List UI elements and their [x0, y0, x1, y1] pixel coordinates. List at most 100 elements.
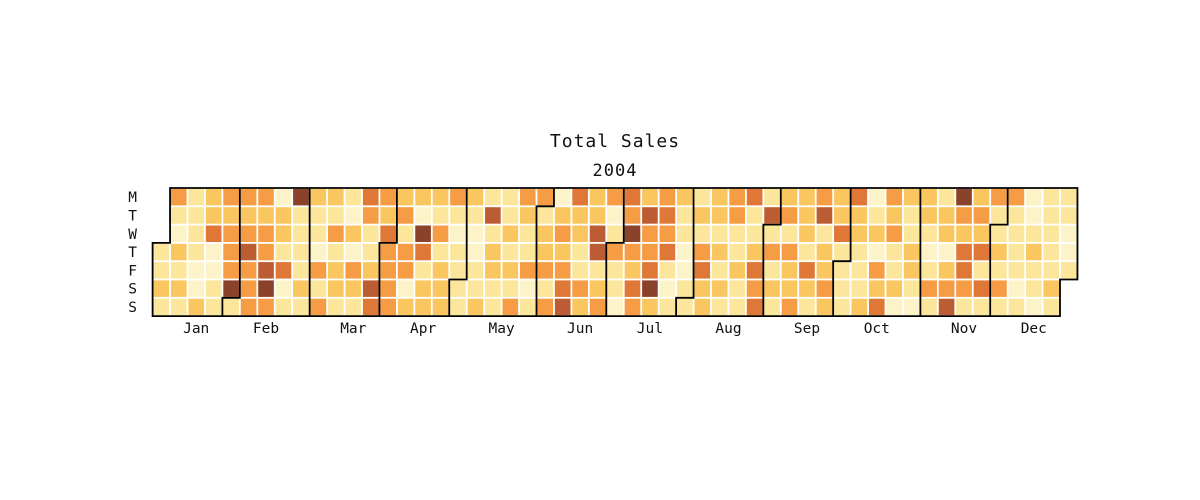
heatmap-cell	[1008, 207, 1025, 224]
heatmap-cell	[205, 207, 222, 224]
heatmap-cell	[659, 298, 676, 316]
heatmap-cell	[153, 298, 170, 316]
heatmap-cell	[240, 298, 257, 316]
heatmap-cell	[205, 298, 222, 316]
month-label: Jan	[183, 321, 209, 337]
heatmap-cell	[921, 298, 937, 316]
heatmap-cell	[554, 262, 571, 279]
heatmap-cell	[572, 280, 588, 297]
heatmap-cell	[991, 298, 1007, 316]
heatmap-cell	[293, 243, 309, 261]
heatmap-cell	[991, 225, 1007, 242]
heatmap-cell	[554, 243, 571, 261]
heatmap-cell	[764, 207, 780, 224]
heatmap-cell	[450, 262, 466, 279]
heatmap-cell	[502, 243, 519, 261]
heatmap-cell	[397, 298, 414, 316]
heatmap-cell	[711, 207, 728, 224]
day-label: T	[128, 208, 137, 224]
heatmap-cell	[938, 207, 955, 224]
month-label: Oct	[864, 321, 890, 337]
heatmap-cell	[310, 207, 327, 224]
heatmap-cell	[973, 262, 990, 279]
heatmap-cell	[799, 207, 815, 224]
heatmap-cell	[345, 243, 362, 261]
heatmap-cell	[223, 298, 239, 316]
heatmap-cell	[519, 280, 536, 297]
heatmap-cell	[362, 298, 379, 316]
heatmap-cell	[502, 225, 519, 242]
heatmap-cell	[834, 280, 850, 297]
month-label: Dec	[1021, 321, 1047, 337]
heatmap-cell	[991, 207, 1007, 224]
heatmap-cell	[816, 243, 833, 261]
heatmap-cell	[764, 188, 780, 206]
heatmap-cell	[624, 188, 641, 206]
heatmap-cell	[799, 243, 815, 261]
heatmap-cell	[868, 243, 885, 261]
heatmap-cell	[450, 225, 466, 242]
heatmap-cell	[1060, 262, 1077, 279]
heatmap-cell	[764, 225, 780, 242]
heatmap-cell	[240, 280, 257, 297]
heatmap-cell	[415, 298, 431, 316]
heatmap-cell	[677, 280, 693, 297]
heatmap-cell	[240, 243, 257, 261]
day-label: S	[128, 282, 137, 298]
heatmap-cell	[921, 243, 937, 261]
chart-title: Total Sales	[549, 131, 681, 152]
heatmap-cell	[485, 243, 501, 261]
heatmap-cell	[1008, 280, 1025, 297]
heatmap-cell	[973, 243, 990, 261]
heatmap-cell	[170, 207, 187, 224]
heatmap-cell	[467, 280, 484, 297]
heatmap-cell	[362, 225, 379, 242]
heatmap-cell	[642, 280, 658, 297]
heatmap-cell	[223, 243, 239, 261]
heatmap-cell	[485, 280, 501, 297]
heatmap-cell	[642, 243, 658, 261]
heatmap-cell	[746, 225, 763, 242]
day-label: F	[128, 263, 137, 279]
heatmap-cell	[275, 207, 292, 224]
heatmap-cell	[956, 207, 972, 224]
heatmap-cell	[397, 225, 414, 242]
heatmap-cell	[170, 225, 187, 242]
heatmap-cell	[1008, 188, 1025, 206]
heatmap-cell	[293, 280, 309, 297]
day-label: M	[128, 190, 137, 206]
heatmap-cell	[903, 280, 920, 297]
heatmap-cell	[799, 280, 815, 297]
heatmap-cell	[188, 207, 205, 224]
heatmap-cell	[868, 188, 885, 206]
heatmap-cell	[310, 262, 327, 279]
heatmap-cell	[415, 225, 431, 242]
heatmap-cell	[258, 262, 274, 279]
heatmap-cell	[380, 298, 396, 316]
heatmap-cell	[1026, 298, 1042, 316]
heatmap-cell	[1026, 225, 1042, 242]
heatmap-cell	[1043, 262, 1060, 279]
heatmap-cell	[1043, 243, 1060, 261]
heatmap-cell	[659, 243, 676, 261]
heatmap-cell	[188, 298, 205, 316]
heatmap-cell	[764, 243, 780, 261]
heatmap-cell	[694, 207, 711, 224]
heatmap-cell	[1026, 280, 1042, 297]
heatmap-cell	[851, 280, 868, 297]
heatmap-cell	[851, 207, 868, 224]
heatmap-cell	[345, 207, 362, 224]
heatmap-cell	[432, 280, 449, 297]
heatmap-cell	[572, 188, 588, 206]
heatmap-cell	[781, 280, 798, 297]
heatmap-cell	[572, 262, 588, 279]
heatmap-cell	[973, 280, 990, 297]
heatmap-cell	[1026, 243, 1042, 261]
heatmap-cell	[345, 280, 362, 297]
heatmap-cell	[694, 280, 711, 297]
heatmap-cell	[973, 207, 990, 224]
heatmap-cell	[153, 280, 170, 297]
heatmap-cell	[537, 243, 554, 261]
heatmap-cell	[1060, 225, 1077, 242]
heatmap-cell	[170, 243, 187, 261]
